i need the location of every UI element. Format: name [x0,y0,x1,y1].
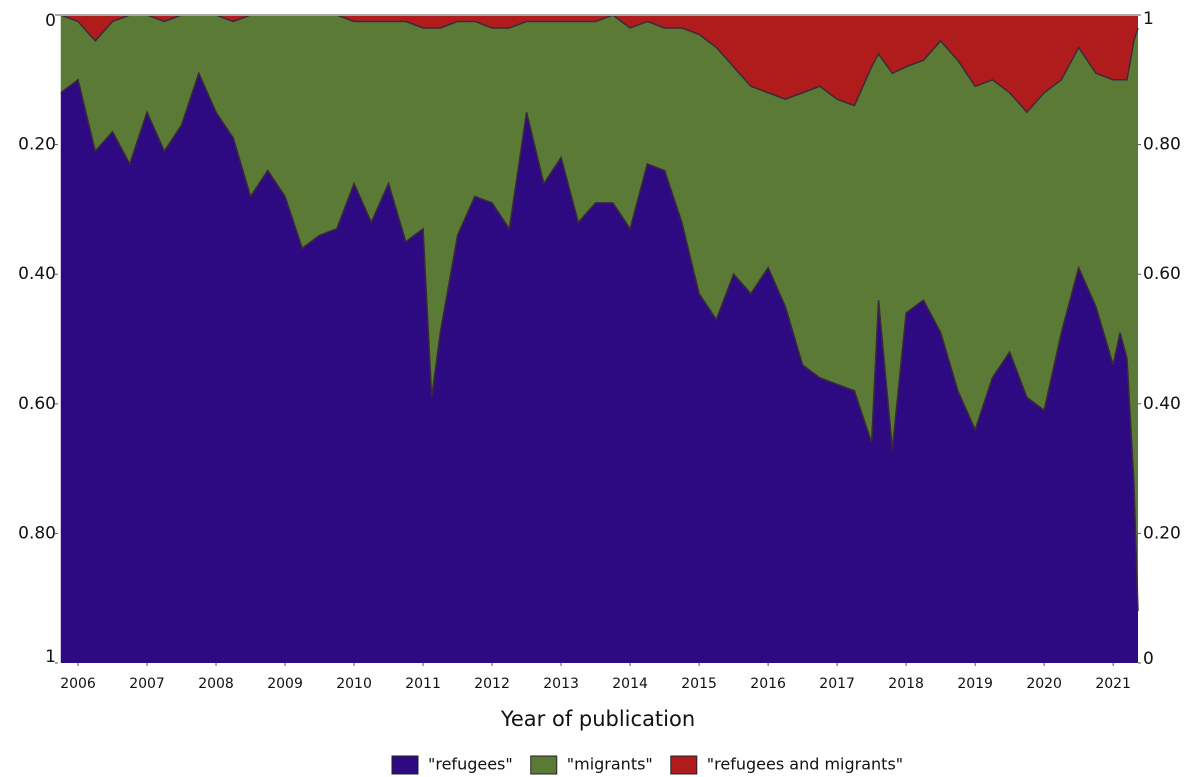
legend-swatch [391,755,419,775]
legend-swatch [670,755,698,775]
x-tick-label: 2012 [474,676,510,692]
x-tick-label: 2011 [405,676,441,692]
x-tick-label: 2018 [888,676,924,692]
y2-tick-label: 0.20 [1143,523,1181,543]
y2-tick-label: 0.40 [1143,394,1181,414]
x-tick-label: 2007 [129,676,165,692]
y-tick-label: 0 [45,11,56,31]
y-tick-label: 0.80 [18,523,56,543]
legend-swatch [530,755,558,775]
x-tick-label: 2017 [819,676,855,692]
legend-label: "refugees and migrants" [707,755,903,774]
area-edge [60,71,1139,612]
y-tick-label: 1 [45,647,56,667]
y-tick-label: 0.40 [18,264,56,284]
x-tick-label: 2006 [60,676,96,692]
x-tick-label: 2009 [267,676,303,692]
area-fill [60,15,1139,113]
area-fill [60,73,1139,663]
y-tick-label: 0.20 [18,135,56,155]
x-tick-label: 2020 [1026,676,1062,692]
y2-tick-label: 0 [1143,649,1154,669]
x-axis-label: Year of publication [500,707,695,731]
x-tick-label: 2008 [198,676,234,692]
y2-tick-label: 0.60 [1143,264,1181,284]
area-fill [60,15,1139,612]
legend-label: "refugees" [428,755,513,774]
x-tick-label: 2013 [543,676,579,692]
legend-label: "migrants" [567,755,653,774]
x-tick-label: 2015 [681,676,717,692]
legend: "refugees" "migrants" "refugees and migran… [391,755,903,775]
y2-tick-label: 1 [1143,9,1154,29]
y-tick-label: 0.60 [18,394,56,414]
x-tick-label: 2021 [1095,676,1131,692]
y2-tick-label: 0.80 [1143,135,1181,155]
x-tick-label: 2016 [750,676,786,692]
x-tick-label: 2014 [612,676,648,692]
x-tick-label: 2010 [336,676,372,692]
x-tick-label: 2019 [957,676,993,692]
